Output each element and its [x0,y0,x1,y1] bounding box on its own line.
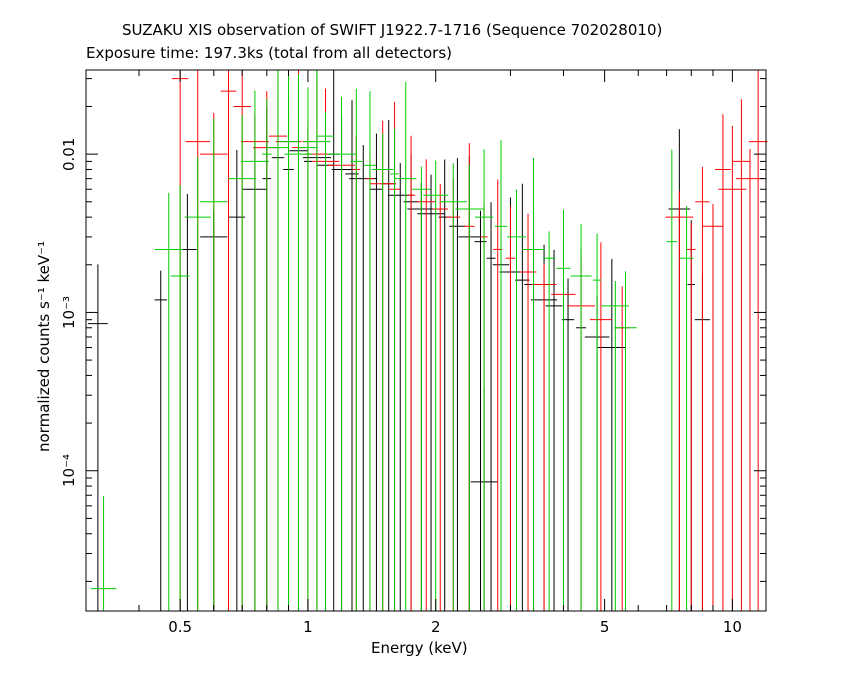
data-point [371,133,394,611]
x-axis-label: Energy (keV) [371,639,468,657]
x-tick-label: 5 [599,618,610,636]
data-point [381,119,396,611]
data-point [507,189,526,611]
data-point [327,96,356,611]
data-point [363,91,377,611]
data-point [589,242,612,611]
y-tick-label: 10⁻³ [60,295,78,329]
data-point [349,145,378,611]
data-point [154,192,183,611]
data-point [261,98,272,611]
data-point [199,118,228,611]
axis-ticks [85,70,766,611]
series-0 [87,70,711,611]
data-point [732,99,750,611]
data-point [390,128,399,611]
data-point [597,258,626,611]
x-tick-label: 10 [722,618,742,636]
data-point [702,203,724,611]
data-point [515,183,530,611]
data-point [184,157,211,611]
y-tick-label: 10⁻⁴ [60,454,78,488]
data-point [395,81,417,611]
data-point [505,205,516,611]
data-point [154,270,168,611]
x-tick-label: 2 [430,618,441,636]
data-point [531,263,557,611]
data-point [412,166,431,611]
data-point [455,164,484,611]
plot-frame [85,69,767,612]
x-tick-label: 0.5 [168,618,193,636]
data-point [266,70,290,611]
data-point [666,149,678,611]
data-point [665,190,694,611]
chart-subtitle: Exposure time: 197.3ks (total from all d… [86,44,453,62]
series-layer [87,70,768,611]
data-point [316,111,335,611]
data-point [423,160,449,611]
data-point [298,87,318,611]
series-2 [90,70,694,611]
data-point [228,115,257,611]
data-point [406,135,416,611]
data-point [350,88,363,611]
data-point [486,202,496,611]
data-point [695,166,710,611]
data-point [556,209,571,611]
data-point [735,149,764,611]
data-point [686,222,696,611]
data-point [614,286,630,611]
data-point [679,205,694,611]
data-point [178,193,197,611]
data-point [522,157,545,611]
data-point [601,281,629,611]
data-point [592,233,602,611]
data-point [432,183,448,611]
data-point [416,159,436,611]
data-point [714,114,731,611]
data-point [543,231,556,611]
data-point [240,90,269,611]
data-point [170,185,190,611]
data-point [87,264,108,611]
data-point [494,139,508,611]
data-point [439,163,467,611]
y-tick-label: 0.01 [60,137,78,171]
data-point [90,496,117,611]
data-point [279,70,298,611]
data-point [570,223,592,611]
data-point [614,271,637,611]
data-point [748,70,768,611]
data-point [328,70,340,611]
chart-title: SUZAKU XIS observation of SWIFT J1922.7-… [122,21,663,39]
data-point [387,162,413,611]
data-point [449,158,466,611]
data-point [474,210,487,611]
x-tick-label: 1 [303,618,313,636]
data-point [220,70,237,611]
data-point [545,249,563,611]
data-point [475,149,494,611]
y-axis-label: normalized counts s⁻¹ keV⁻¹ [35,240,53,452]
data-point [370,133,383,611]
